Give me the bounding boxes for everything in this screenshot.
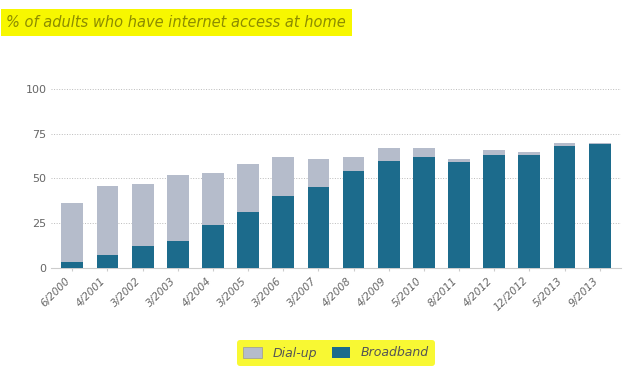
Bar (61, 203, 83, 268)
Bar (378, 161, 399, 268)
Bar (132, 184, 154, 268)
Bar (307, 159, 330, 268)
Bar (554, 146, 575, 268)
Bar (413, 157, 435, 268)
Legend: Dial-up, Broadband: Dial-up, Broadband (237, 340, 435, 366)
Bar (483, 150, 505, 268)
Bar (167, 175, 189, 268)
Bar (483, 155, 505, 268)
Bar (448, 159, 470, 268)
Bar (273, 196, 294, 268)
Bar (167, 241, 189, 268)
Bar (202, 225, 224, 268)
Bar (342, 157, 365, 268)
Bar (589, 142, 611, 268)
Bar (342, 171, 365, 268)
Bar (237, 212, 259, 268)
Bar (97, 186, 118, 268)
Bar (448, 162, 470, 268)
Bar (518, 155, 540, 268)
Bar (132, 246, 154, 268)
Bar (554, 142, 575, 268)
Bar (413, 148, 435, 268)
Bar (61, 263, 83, 268)
Bar (518, 151, 540, 268)
Bar (237, 164, 259, 268)
Bar (273, 157, 294, 268)
Bar (378, 148, 399, 268)
Bar (202, 173, 224, 268)
Bar (589, 144, 611, 268)
Bar (97, 255, 118, 268)
Text: % of adults who have internet access at home: % of adults who have internet access at … (6, 15, 346, 30)
Bar (307, 187, 330, 268)
